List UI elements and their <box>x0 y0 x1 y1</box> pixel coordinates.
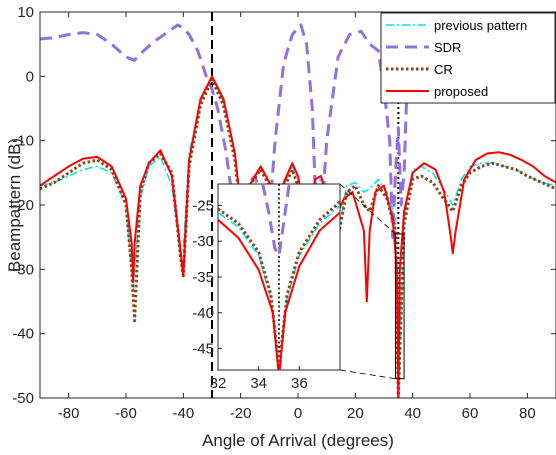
y-tick-label: 10 <box>17 4 34 21</box>
x-tick-label: 60 <box>462 405 479 422</box>
inset-series-cr-line <box>218 200 340 370</box>
series-previous-pattern-line <box>40 75 556 398</box>
legend-label-proposed: proposed <box>434 84 488 99</box>
x-tick-label: -80 <box>58 405 80 422</box>
inset-x-tick-label: 36 <box>291 375 308 392</box>
legend-box <box>380 12 556 104</box>
inset-y-tick-label: -35 <box>192 269 214 286</box>
inset-y-tick-label: -25 <box>192 197 214 214</box>
inset-series-sdr-line <box>261 184 291 261</box>
x-tick-label: 80 <box>519 405 536 422</box>
zoom-source-box <box>394 233 405 380</box>
y-tick-label: -20 <box>12 197 34 214</box>
x-tick-label: 40 <box>404 405 421 422</box>
legend-label-cr: CR <box>434 62 453 77</box>
inset-series-proposed-line <box>218 211 340 370</box>
x-tick-label: 0 <box>294 405 302 422</box>
zoom-guide-top <box>339 183 396 235</box>
inset-y-tick-label: -30 <box>192 233 214 250</box>
y-tick-label: -50 <box>12 390 34 407</box>
y-axis-label: Beampattern (dB) <box>5 138 24 272</box>
x-tick-label: -40 <box>172 405 194 422</box>
inset-series-previous-pattern-line <box>218 204 340 370</box>
x-axis-label: Angle of Arrival (degrees) <box>202 431 394 450</box>
y-tick-label: -40 <box>12 326 34 343</box>
x-tick-label: 20 <box>347 405 364 422</box>
inset-x-tick-label: 32 <box>210 375 227 392</box>
legend-label-previous-pattern: previous pattern <box>434 18 527 33</box>
y-tick-label: 0 <box>26 68 34 85</box>
x-tick-label: -20 <box>230 405 252 422</box>
legend-label-sdr: SDR <box>434 40 461 55</box>
y-tick-label: -30 <box>12 261 34 278</box>
x-tick-label: -60 <box>115 405 137 422</box>
series-proposed-line <box>40 75 556 398</box>
y-tick-label: -10 <box>12 133 34 150</box>
inset-x-tick-label: 34 <box>250 375 267 392</box>
inset-series-group <box>218 184 340 370</box>
inset-y-tick-label: -45 <box>192 341 214 358</box>
inset-y-tick-label: -40 <box>192 305 214 322</box>
